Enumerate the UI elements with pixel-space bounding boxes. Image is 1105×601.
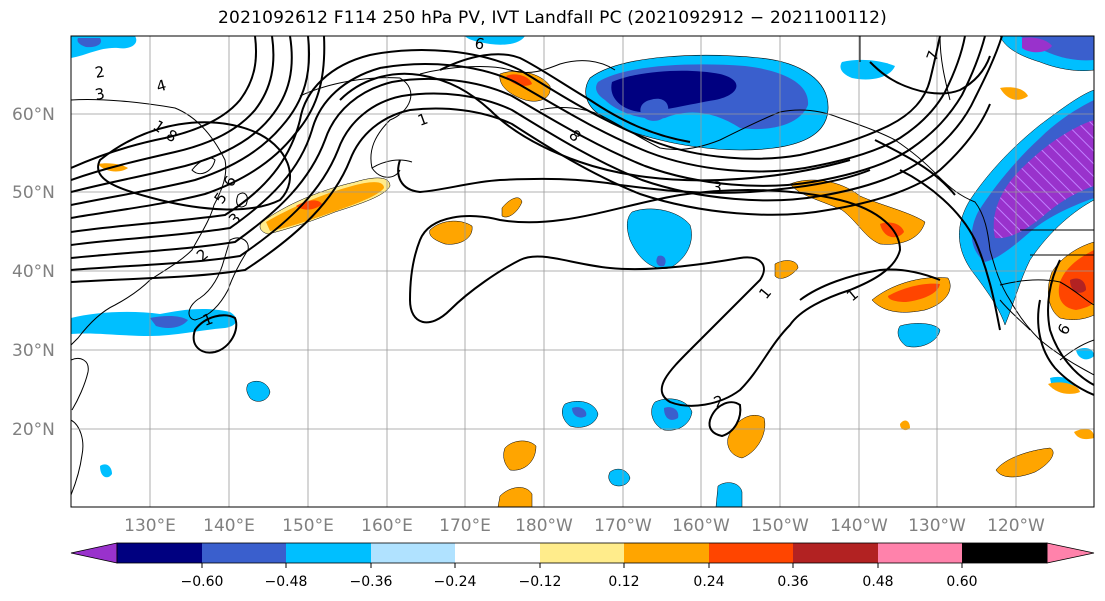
shade-gulf-negative: [840, 59, 895, 80]
shade-small-positive-e: [727, 414, 766, 459]
map-title: 2021092612 F114 250 hPa PV, IVT Landfall…: [218, 8, 887, 28]
contour-label: 6: [473, 34, 486, 53]
shade-small-negative-g: [1076, 348, 1094, 360]
map-frame: [70, 35, 1095, 508]
lon-label: 160°E: [361, 516, 413, 536]
contour-label: 4: [154, 76, 168, 96]
shade-small-negative-c: [715, 482, 743, 507]
lon-label: 180°W: [515, 516, 573, 536]
colorbar-segment: [540, 543, 624, 563]
lon-label: 170°E: [439, 516, 491, 536]
shade-japan-negative-2: [150, 315, 188, 328]
shade-midpac-negative-2: [656, 255, 666, 267]
longitude-labels: 130°E 140°E 150°E 160°E 170°E 180°W 170°…: [124, 516, 1045, 536]
shade-top-negative: [465, 36, 525, 45]
latitude-labels: 60°N 50°N 40°N 30°N 20°N: [12, 105, 55, 440]
colorbar-tick-label: −0.12: [519, 574, 562, 590]
lon-label: 140°E: [203, 516, 255, 536]
contour-label: 2: [94, 63, 107, 82]
lat-label: 50°N: [12, 183, 55, 203]
colorbar-segment: [371, 543, 455, 563]
colorbar-tick-label: −0.48: [265, 574, 308, 590]
colorbar-outline: [116, 542, 1048, 564]
shade-aleut-positive-2: [506, 74, 532, 86]
colorbar-tick-label: −0.24: [434, 574, 477, 590]
shade-small-positive-f: [995, 447, 1054, 478]
lon-label: 130°W: [908, 516, 966, 536]
shade-small-negative-d: [897, 323, 941, 348]
colorbar-segment: [202, 543, 286, 563]
shade-small-positive-c: [503, 440, 537, 471]
shade-sub-negative-2: [572, 407, 587, 418]
shade-kuril-positive-3: [296, 200, 322, 210]
shade-small-positive-j: [900, 420, 910, 431]
colorbar-tick-label: 0.60: [946, 574, 977, 590]
colorbar-segment: [624, 543, 709, 563]
contour-label: 3: [712, 178, 723, 197]
colorbar-tick-label: 0.12: [608, 574, 639, 590]
shade-small-negative-a: [246, 381, 271, 402]
shade-ne-pac-positive-2: [888, 283, 940, 302]
shade-small-positive-h: [1048, 382, 1080, 394]
shade-hawaii-negative-2: [664, 407, 679, 420]
colorbar-tick-label: 0.36: [777, 574, 808, 590]
shade-small-negative-b: [608, 468, 631, 487]
colorbar-max-extend: [1046, 542, 1095, 564]
shade-ne-negative-3: [1022, 37, 1052, 53]
colorbar-segment: [455, 543, 540, 563]
lon-label: 150°W: [751, 516, 809, 536]
shade-small-negative-f: [100, 464, 112, 478]
colorbar-tick-label: −0.36: [350, 574, 393, 590]
shade-nw-negative-2: [77, 38, 102, 48]
shade-bering-negative-4: [640, 98, 669, 121]
lon-label: 130°E: [124, 516, 176, 536]
colorbar-segment: [117, 543, 202, 563]
lon-label: 140°W: [830, 516, 888, 536]
lon-label: 160°W: [672, 516, 730, 536]
colorbar-segment: [286, 543, 371, 563]
lat-label: 40°N: [12, 262, 55, 282]
lat-label: 20°N: [12, 420, 55, 440]
pv-anomaly-shading: [71, 36, 1094, 507]
shade-pnw-hatched: [993, 120, 1094, 239]
colorbar-tick-label: 0.48: [862, 574, 893, 590]
colorbar-tick-label: 0.24: [693, 574, 724, 590]
colorbar-segment: [793, 543, 878, 563]
colorbar-tick-label: −0.60: [181, 574, 224, 590]
contour-label: 3: [94, 85, 107, 104]
lon-label: 120°W: [987, 516, 1045, 536]
pv-contours: [71, 36, 1094, 438]
colorbar-segment: [962, 543, 1047, 563]
shade-small-positive-a: [501, 197, 523, 218]
shade-small-positive-d: [497, 487, 533, 507]
shade-bering-negative-3: [611, 70, 737, 112]
lat-label: 60°N: [12, 105, 55, 125]
colorbar-segment: [878, 543, 962, 563]
shade-small-positive-b: [774, 260, 799, 279]
colorbar-ticks: [201, 563, 963, 568]
shade-1000-positive: [1000, 87, 1028, 100]
colorbar: −0.60 −0.48 −0.36 −0.24 −0.12 0.12 0.24 …: [70, 542, 1095, 590]
shade-ca-positive-3: [1070, 278, 1086, 293]
shade-kuril-positive-2: [266, 182, 384, 231]
lon-label: 170°W: [594, 516, 652, 536]
colorbar-segment: [709, 543, 793, 563]
lat-label: 30°N: [12, 341, 55, 361]
lon-label: 150°E: [282, 516, 334, 536]
colorbar-min-extend: [70, 542, 118, 564]
shade-small-positive-g: [1074, 428, 1094, 440]
